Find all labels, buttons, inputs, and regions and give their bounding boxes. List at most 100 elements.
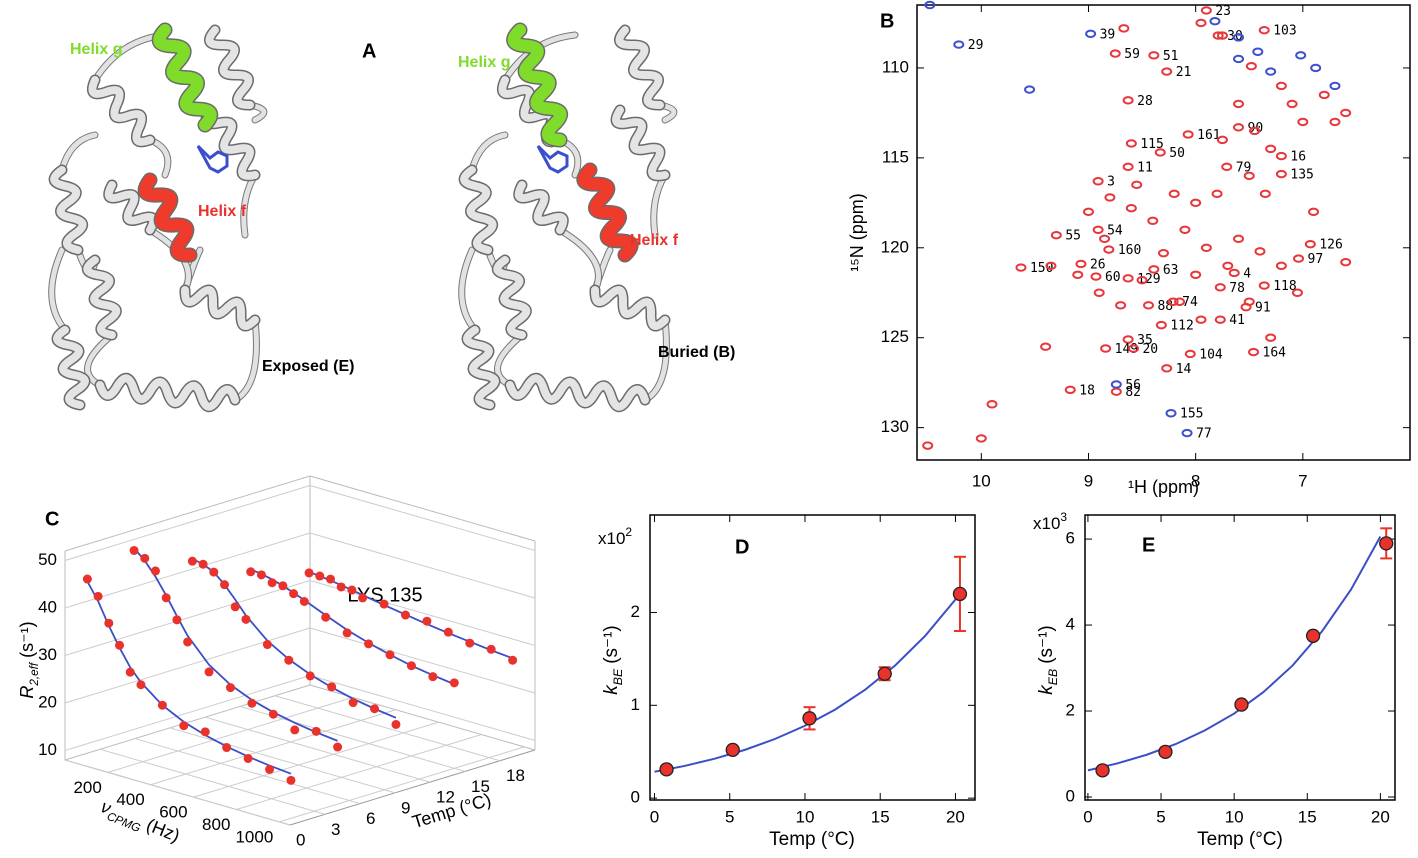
data-point <box>304 568 314 578</box>
grid-line <box>64 532 311 609</box>
peak <box>1136 275 1148 285</box>
helix <box>506 374 649 411</box>
z-tick-label: 3 <box>331 820 340 839</box>
peak <box>1024 85 1036 94</box>
grid-line <box>64 759 291 826</box>
multiplier-exp: 2 <box>625 525 632 539</box>
peak-label: 28 <box>1137 94 1153 109</box>
data-point <box>172 615 182 625</box>
data-point <box>333 742 343 752</box>
multiplier-base: x10 <box>1033 514 1060 533</box>
peak-label: 35 <box>1137 333 1153 348</box>
data-point <box>802 711 817 726</box>
loop <box>495 332 525 388</box>
label-part: k <box>601 684 622 695</box>
peak <box>1297 117 1309 127</box>
peak <box>1265 67 1277 76</box>
peak <box>1125 139 1137 148</box>
data-point <box>150 566 160 576</box>
grid-line <box>64 580 311 656</box>
peak <box>986 400 998 409</box>
peak <box>1275 151 1287 161</box>
helix <box>139 174 196 262</box>
x-axis-label: Temp (°C) <box>1197 829 1283 850</box>
peak-label: 164 <box>1263 346 1287 361</box>
peak <box>1127 344 1139 353</box>
data-point <box>449 678 459 688</box>
y-tick-label: 2 <box>631 602 640 621</box>
fit-curve <box>1087 536 1382 772</box>
loop <box>85 332 115 388</box>
grid-line <box>99 748 326 815</box>
peak <box>1286 99 1298 109</box>
peak-label: 55 <box>1065 229 1081 244</box>
x-tick-label: 5 <box>725 807 734 826</box>
grid-line <box>309 580 536 646</box>
helix <box>202 106 259 180</box>
loop <box>49 247 68 333</box>
peak <box>1122 162 1134 172</box>
data-point <box>243 753 253 763</box>
grid-line <box>309 627 536 694</box>
peak <box>1216 31 1228 40</box>
data-point <box>406 661 416 671</box>
peak <box>1340 108 1352 118</box>
data-point <box>115 640 125 650</box>
data-point <box>256 570 266 580</box>
data-point <box>278 581 288 591</box>
peak-label: 112 <box>1170 319 1193 334</box>
peak <box>1275 169 1287 179</box>
grid-line <box>204 716 431 783</box>
grid-line <box>309 485 536 551</box>
data-point <box>230 602 240 612</box>
side-chain <box>536 144 569 174</box>
peak-label: 79 <box>1236 160 1252 175</box>
peak <box>1200 6 1212 15</box>
grid-line <box>134 738 361 805</box>
z-tick-label: 0 <box>296 830 305 849</box>
loop <box>147 137 171 178</box>
peak-label: 60 <box>1105 270 1121 285</box>
peak-label: 41 <box>1229 313 1245 328</box>
helix <box>83 256 121 339</box>
data-point <box>311 726 321 736</box>
data-point <box>336 582 346 592</box>
y-axis-label: kEB (s⁻¹) <box>1036 625 1060 694</box>
peak <box>1168 189 1180 199</box>
y-axis-label: ¹⁵N (ppm) <box>847 193 867 271</box>
peak-label: 118 <box>1273 279 1296 294</box>
peak <box>1161 364 1173 373</box>
protein-structures <box>48 22 678 413</box>
y-tick-label: 0 <box>631 788 640 807</box>
peak <box>1258 25 1270 35</box>
data-point <box>385 650 395 660</box>
peak <box>1050 230 1062 240</box>
peak <box>1233 54 1245 64</box>
data-point <box>289 589 299 599</box>
label-part: (s⁻¹) <box>601 625 622 664</box>
multiplier-exp: 3 <box>1060 510 1067 524</box>
peak <box>1293 254 1305 263</box>
helix-label: Helix g <box>70 41 122 58</box>
plot-frame <box>649 514 976 801</box>
peak <box>1233 123 1245 132</box>
x-tick-label: 10 <box>972 471 991 490</box>
panel-label: C <box>45 508 59 530</box>
peak <box>1090 272 1102 281</box>
data-point <box>286 775 296 785</box>
peak <box>1165 409 1177 418</box>
peak <box>1158 248 1169 258</box>
helix <box>514 181 568 234</box>
peak <box>1075 259 1087 269</box>
peak <box>1179 225 1191 235</box>
peak-label: 135 <box>1290 168 1313 183</box>
y-tick-label: 6 <box>1066 529 1075 548</box>
peak <box>1211 189 1223 199</box>
peak <box>1190 270 1202 279</box>
data-point <box>222 743 232 753</box>
peak <box>1329 81 1341 91</box>
label-part: BE <box>611 668 625 685</box>
peak <box>1243 297 1255 306</box>
data-point <box>246 567 256 577</box>
peak <box>1142 301 1154 310</box>
